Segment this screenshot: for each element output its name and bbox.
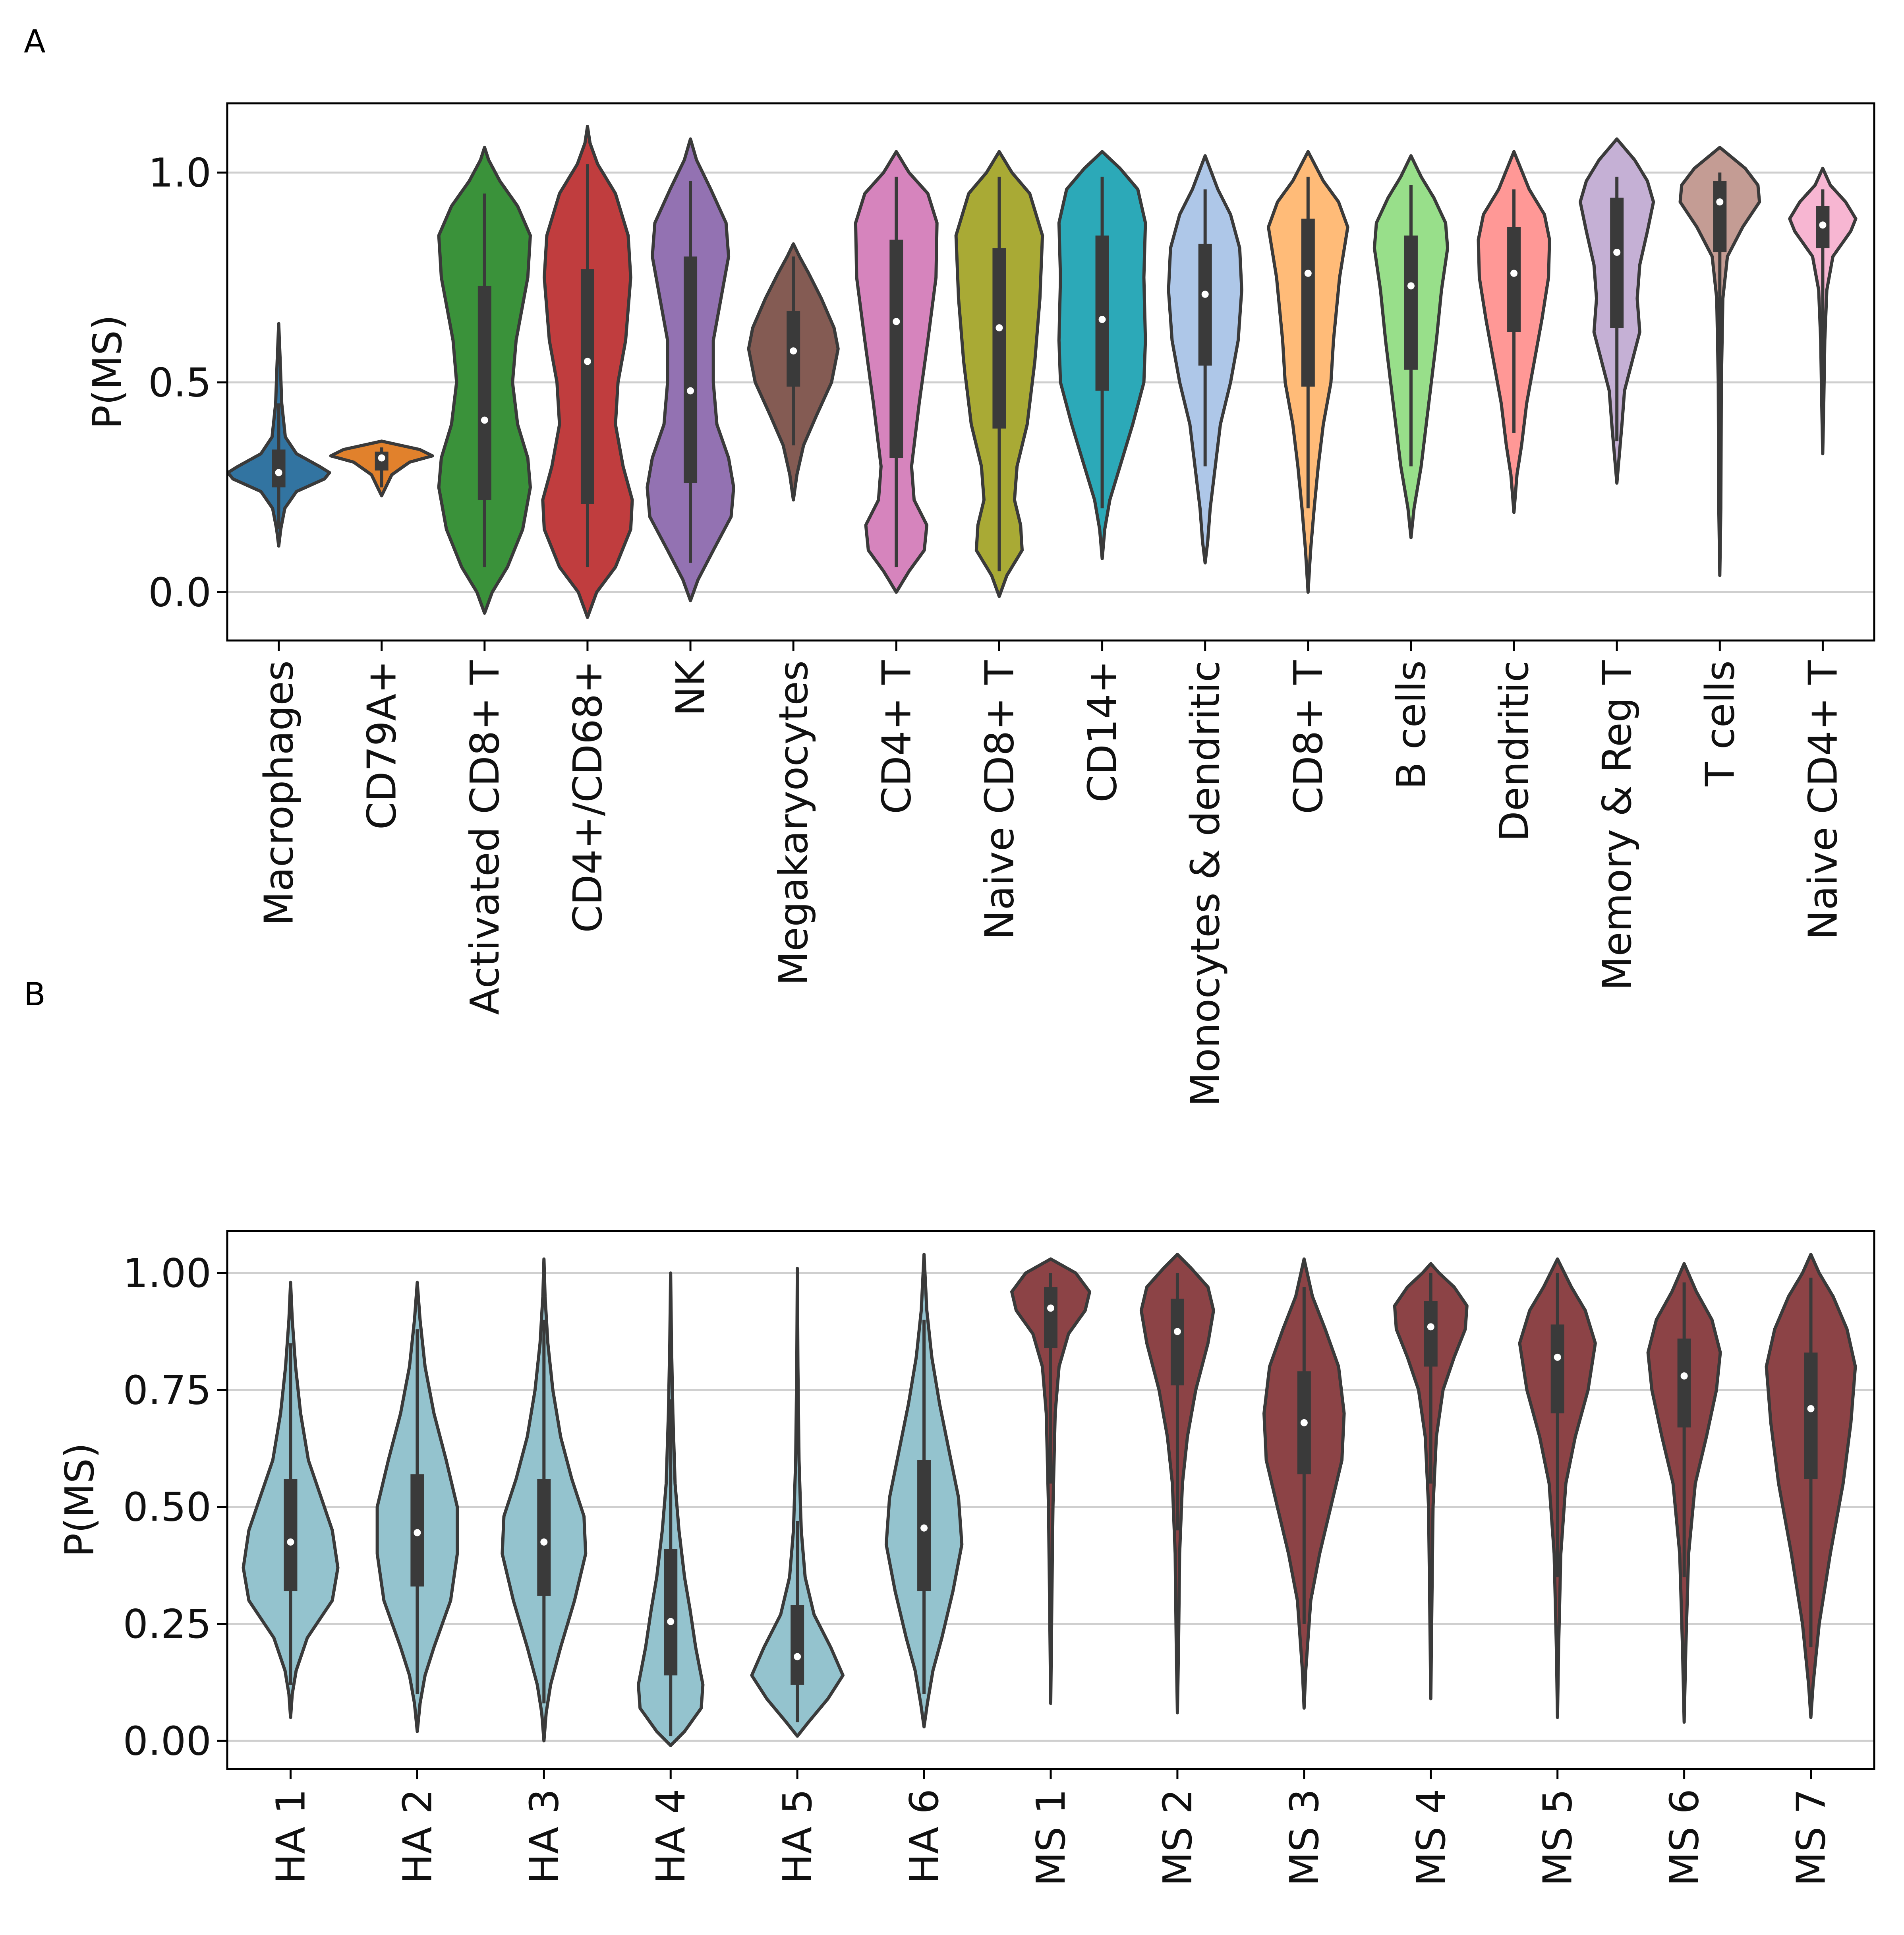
panel-a-cd8-t-box [1301, 219, 1315, 387]
panel-b-ha-1-box [284, 1479, 298, 1591]
panel-b-ms-5-box [1550, 1324, 1564, 1414]
panel-a-activated-cd8-t-median [481, 416, 488, 424]
panel-a-xtick-label: Megakaryocytes [770, 660, 817, 985]
panel-b-xtick-label: HA 2 [394, 1789, 441, 1884]
panel-a-xtick-label: CD79A+ [359, 660, 405, 830]
panel-b-xtick-label: MS 3 [1281, 1789, 1328, 1886]
panel-b-ha-1-median [287, 1538, 294, 1546]
panel-a-activated-cd8-t-box [477, 286, 491, 500]
panel-b-ms-6-median [1680, 1372, 1688, 1380]
panel-b-ytick-label: 0.50 [123, 1484, 211, 1531]
panel-b-ytick-label: 0.00 [123, 1718, 211, 1764]
panel-a-naive-cd8-t-box [992, 248, 1006, 429]
panel-a-macrophages-median [275, 469, 282, 476]
panel-b-xtick-label: HA 4 [648, 1789, 694, 1884]
panel-a-ylabel: P(MS) [84, 315, 131, 429]
panel-a-xtick-label: Monocytes & dendritic [1182, 660, 1229, 1107]
panel-a-memory-reg-t-median [1613, 248, 1621, 256]
panel-a-xtick-label: CD14+ [1079, 660, 1126, 803]
panel-b-ms-4-median [1427, 1323, 1434, 1331]
panel-a-xtick-label: Activated CD8+ T [462, 660, 508, 1015]
chart-a: 0.0 0.5 1.0 P(MS) Macrophages CD79A+ Activated… [84, 102, 1875, 1107]
panel-a-b-cells-median [1407, 282, 1415, 290]
panel-a-ytick-label: 0.0 [148, 569, 211, 616]
panel-b-ha-6-median [920, 1524, 928, 1532]
panel-b-xtick-label: MS 2 [1154, 1789, 1201, 1886]
panel-b-ha-5-box [791, 1605, 804, 1685]
panel-b-ms-1-median [1047, 1304, 1054, 1312]
panel-a-cd4-cd68-median [584, 358, 591, 365]
panel-b-ytick-label: 1.00 [123, 1250, 211, 1296]
panel-b-ms-7-box [1804, 1353, 1818, 1479]
panel-b-xtick-label: HA 3 [521, 1789, 567, 1884]
panel-b-ms-5-median [1554, 1353, 1561, 1361]
panel-b-xtick-label: HA 1 [267, 1789, 314, 1884]
panel-b-ms-6-box [1677, 1338, 1691, 1428]
panel-a-nk-box [684, 256, 698, 483]
panel-a-cd14-box [1095, 235, 1109, 391]
panel-a-macrophages-box [272, 449, 286, 488]
panel-a-xtick-label: T cells [1697, 660, 1743, 787]
panel-b-ms-7-median [1807, 1405, 1815, 1413]
panel-a-nk-median [687, 387, 694, 395]
panel-b-xtick-label: MS 5 [1535, 1789, 1581, 1886]
panel-a-monocytes-dendritic-median [1201, 290, 1209, 298]
panel-a-t-cells-median [1716, 198, 1724, 206]
panel-a-xtick-label: Memory & Reg T [1594, 660, 1640, 991]
panel-a-axes-frame [226, 102, 1875, 642]
panel-b-xtick-label: MS 6 [1661, 1789, 1708, 1886]
panel-b-xtick-label: HA 6 [901, 1789, 947, 1884]
chart-b: 0.00 0.25 0.50 0.75 1.00 P(MS) HA 1 HA 2 HA 3 HA … [56, 1230, 1875, 1886]
panel-b-ms-4-box [1424, 1301, 1438, 1367]
panel-a-dendritic-box [1507, 227, 1521, 332]
panel-b-ha-4-box [664, 1549, 678, 1676]
panel-b-ms-2-box [1170, 1298, 1184, 1385]
panel-a-cd8-t-median [1304, 269, 1312, 277]
panel-a-ytick-label: 1.0 [148, 149, 211, 196]
panel-b-ha-4-median [667, 1618, 675, 1625]
panel-a-xtick-label: Naive CD4+ T [1800, 660, 1846, 940]
panel-b-xtick-label: MS 7 [1788, 1789, 1834, 1886]
panel-a-ytick-label: 0.5 [148, 359, 211, 406]
panel-b-axes-frame [226, 1230, 1875, 1770]
panel-b-letter: B [24, 976, 46, 1013]
panel-b-ylabel: P(MS) [56, 1443, 103, 1557]
panel-b-ha-5-violin [750, 1267, 845, 1738]
panel-b-ha-5-median [794, 1653, 801, 1660]
panel-a-cd79a-median [378, 454, 385, 462]
panel-a-naive-cd8-t-median [995, 324, 1003, 332]
panel-a-xtick-label: B cells [1388, 660, 1434, 789]
panel-b-ms-2-median [1173, 1328, 1181, 1335]
panel-b-ytick-label: 0.75 [123, 1367, 211, 1413]
panel-b-ha-3-box [537, 1479, 551, 1596]
panel-b-xtick-label: MS 4 [1408, 1789, 1454, 1886]
panel-a-b-cells-box [1404, 235, 1418, 370]
panel-a-xtick-label: Dendritic [1491, 660, 1537, 842]
panel-b-xtick-label: HA 5 [774, 1789, 821, 1884]
panel-a-dendritic-median [1510, 269, 1518, 277]
panel-a-memory-reg-t-box [1610, 197, 1624, 328]
panel-b-xtick-label: MS 1 [1028, 1789, 1074, 1886]
panel-a-xtick-label: Macrophages [256, 660, 302, 926]
panel-b-ytick-label: 0.25 [123, 1601, 211, 1647]
panel-a-xtick-label: NK [667, 660, 714, 716]
panel-a-letter: A [24, 23, 46, 60]
panel-b-ha-3-median [540, 1538, 548, 1546]
panel-a-cd14-median [1098, 315, 1106, 323]
panel-a-xtick-label: Naive CD8+ T [976, 660, 1023, 940]
panel-a-xtick-label: CD4+ T [873, 660, 920, 814]
panel-a-monocytes-dendritic-box [1198, 244, 1212, 366]
panel-a-t-cells-box [1713, 181, 1727, 252]
panel-a-xtick-label: CD8+ T [1285, 660, 1332, 814]
panel-a-xtick-label: CD4+/CD68+ [564, 660, 611, 933]
panel-b-ha-2-median [414, 1529, 421, 1536]
panel-a-cd4-t-box [889, 240, 903, 458]
panel-a-megakaryocytes-median [790, 347, 797, 355]
panel-b-ms-1-box [1044, 1287, 1057, 1348]
panel-b-ms-3-median [1300, 1419, 1308, 1426]
panel-a-naive-cd4-t-median [1819, 221, 1827, 229]
panel-a-cd4-cd68-box [580, 269, 594, 504]
panel-a-cd4-t-median [893, 318, 900, 325]
